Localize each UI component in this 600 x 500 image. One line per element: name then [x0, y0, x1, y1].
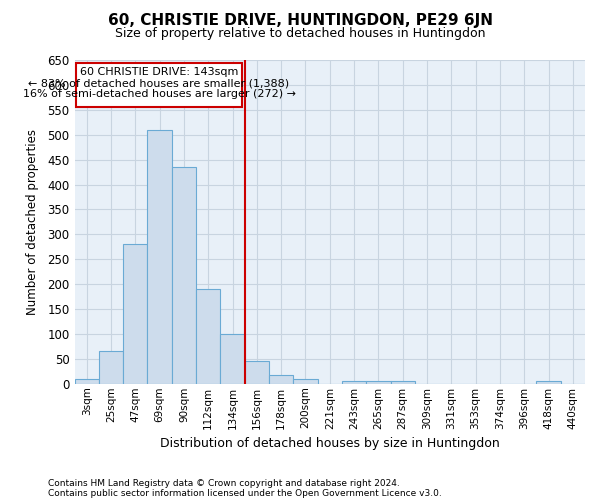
Y-axis label: Number of detached properties: Number of detached properties	[26, 129, 39, 315]
Text: 16% of semi-detached houses are larger (272) →: 16% of semi-detached houses are larger (…	[23, 90, 296, 100]
Bar	[391, 382, 415, 384]
Bar	[172, 167, 196, 384]
Text: Contains public sector information licensed under the Open Government Licence v3: Contains public sector information licen…	[48, 488, 442, 498]
FancyBboxPatch shape	[76, 64, 242, 108]
Bar	[536, 382, 560, 384]
Text: 60 CHRISTIE DRIVE: 143sqm: 60 CHRISTIE DRIVE: 143sqm	[80, 68, 238, 78]
Bar	[74, 379, 99, 384]
Bar	[148, 130, 172, 384]
Bar	[220, 334, 245, 384]
Bar	[342, 382, 366, 384]
Text: Contains HM Land Registry data © Crown copyright and database right 2024.: Contains HM Land Registry data © Crown c…	[48, 478, 400, 488]
Text: Size of property relative to detached houses in Huntingdon: Size of property relative to detached ho…	[115, 28, 485, 40]
Bar	[196, 289, 220, 384]
Bar	[269, 375, 293, 384]
Text: ← 83% of detached houses are smaller (1,388): ← 83% of detached houses are smaller (1,…	[28, 78, 290, 88]
Bar	[123, 244, 148, 384]
Text: 60, CHRISTIE DRIVE, HUNTINGDON, PE29 6JN: 60, CHRISTIE DRIVE, HUNTINGDON, PE29 6JN	[107, 12, 493, 28]
Bar	[99, 352, 123, 384]
Bar	[366, 382, 391, 384]
X-axis label: Distribution of detached houses by size in Huntingdon: Distribution of detached houses by size …	[160, 437, 500, 450]
Bar	[245, 362, 269, 384]
Bar	[293, 379, 317, 384]
